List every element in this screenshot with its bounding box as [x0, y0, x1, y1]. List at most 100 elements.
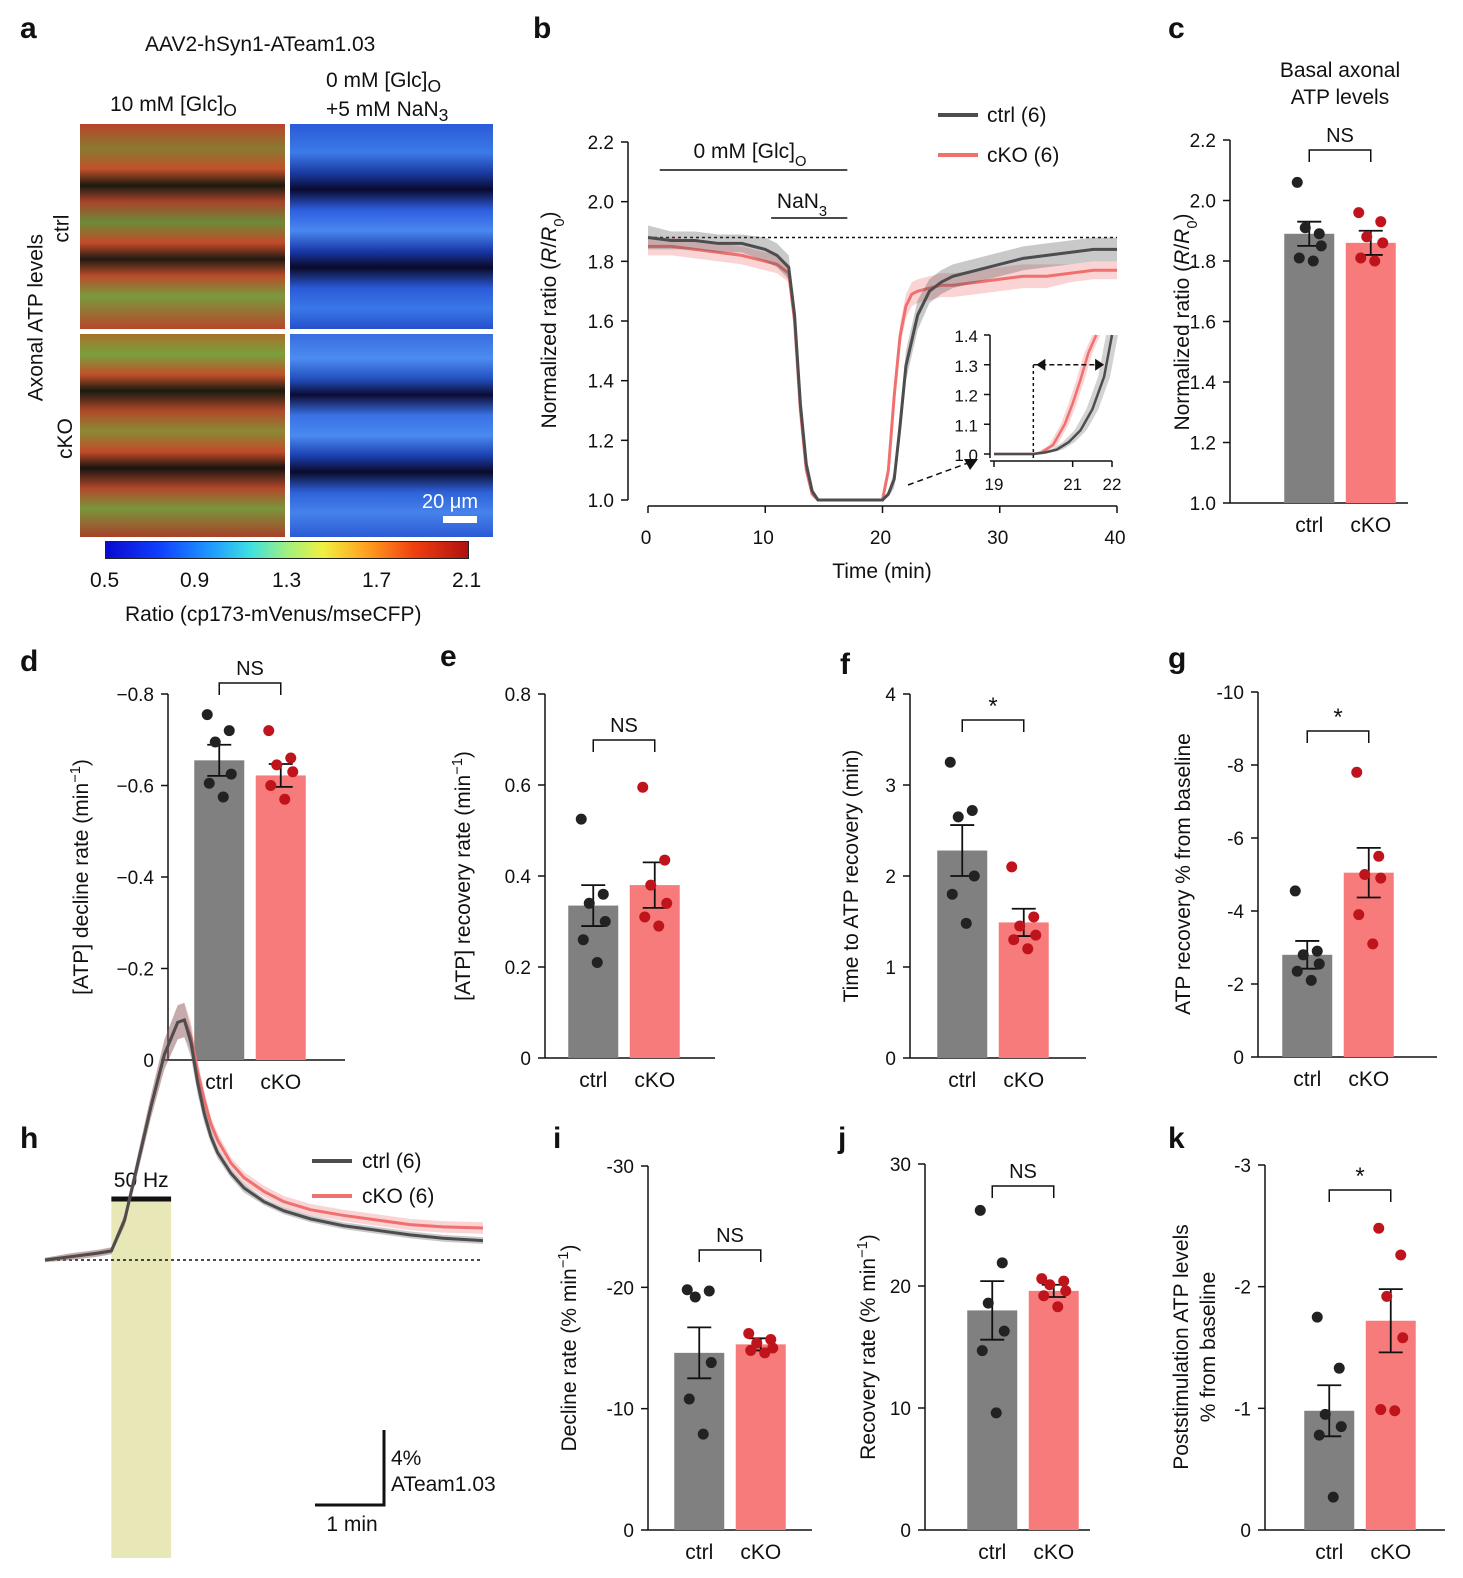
chart-e-xtick-label-cKO: cKO — [634, 1069, 675, 1092]
chart-j-ylabel-part-2: ) — [857, 1234, 880, 1241]
chart-c-point-ctrl-3 — [1315, 240, 1327, 252]
chart-c-point-ctrl-1 — [1313, 228, 1325, 240]
panel-letter-a: a — [20, 12, 37, 45]
chart-b-ytick-label-5: 2.0 — [588, 193, 614, 214]
chart-d-xtick-label-ctrl: ctrl — [205, 1071, 233, 1094]
chart-f-point-cKO-1 — [1028, 911, 1040, 923]
chart-b-nan-label-part-1: 3 — [819, 204, 827, 220]
chart-b-line-ctrl — [647, 235, 1117, 502]
chart-i-bar-ctrl — [674, 1352, 725, 1530]
chart-f-bar-ctrl — [937, 850, 988, 1058]
chart-k-point-ctrl-0 — [1311, 1311, 1323, 1323]
chart-d-bar-cKO — [255, 775, 306, 1060]
inset-delta-arrow-right — [1095, 358, 1105, 371]
col1-label-text: 10 mM [Glc] — [110, 93, 224, 116]
chart-d-point-ctrl-4 — [203, 777, 215, 789]
chart-e-point-cKO-4 — [639, 911, 651, 923]
chart-j-ytick-label-2: 20 — [890, 1277, 911, 1298]
chart-k-point-ctrl-4 — [1313, 1429, 1325, 1441]
chart-f-point-cKO-2 — [1014, 920, 1026, 932]
inset-ytick-label-4: 1.4 — [954, 327, 978, 346]
chart-j-point-cKO-3 — [1060, 1285, 1072, 1297]
chart-j-point-ctrl-0 — [974, 1204, 986, 1216]
chart-b-ylabel-part-0: Normalized ratio ( — [538, 263, 561, 429]
chart-d-xtick-label-cKO: cKO — [260, 1071, 301, 1094]
chart-k-point-cKO-1 — [1395, 1249, 1407, 1261]
chart-k-point-cKO-2 — [1381, 1290, 1393, 1302]
chart-d-ylabel-part-2: ) — [70, 759, 93, 766]
chart-e-ytick-label-4: 0.8 — [505, 685, 531, 706]
chart-g-point-cKO-0 — [1351, 766, 1363, 778]
chart-c-ytick-label-6: 2.2 — [1190, 131, 1216, 152]
chart-g-point-ctrl-5 — [1305, 974, 1317, 986]
chart-g-bar-ctrl — [1282, 954, 1333, 1057]
chart-k-point-cKO-0 — [1373, 1222, 1385, 1234]
chart-b-nan-label: NaN3 — [777, 190, 827, 220]
chart-e-ylabel-part-2: ) — [452, 751, 475, 758]
chart-j-ylabel-part-0: Recovery rate (% min — [857, 1258, 880, 1460]
chart-k-point-cKO-4 — [1375, 1404, 1387, 1416]
chart-d-point-cKO-1 — [285, 752, 297, 764]
chart-j-sig-bracket — [991, 1185, 1055, 1198]
chart-e-ylabel-part-1: −1 — [450, 758, 466, 775]
chart-e-bar-cKO — [629, 885, 680, 1058]
chart-j-xtick-label-ctrl: ctrl — [978, 1541, 1006, 1564]
scale-bar — [443, 516, 477, 523]
chart-d-ylabel-part-0: [ATP] decline rate (min — [70, 783, 93, 995]
chart-c-ytick-label-5: 2.0 — [1190, 192, 1216, 213]
chart-k-xtick-label-ctrl: ctrl — [1315, 1541, 1343, 1564]
chart-c-ytick-label-0: 1.0 — [1190, 494, 1216, 515]
panel-letter-c: c — [1168, 12, 1185, 45]
chart-f-point-ctrl-1 — [966, 804, 978, 816]
chart-d-point-cKO-4 — [265, 780, 277, 791]
chart-d-ylabel: [ATP] decline rate (min−1) — [68, 759, 93, 995]
panel-letter-j: j — [838, 1122, 847, 1155]
chart-c-ytick-label-2: 1.4 — [1190, 373, 1217, 394]
chart-k-ytick-label-1: -1 — [1234, 1399, 1251, 1420]
chart-c-point-cKO-4 — [1355, 252, 1367, 264]
chart-k-ytick-label-2: -2 — [1234, 1278, 1251, 1299]
chart-e-point-cKO-0 — [637, 781, 649, 793]
chart-k-point-ctrl-5 — [1327, 1491, 1339, 1503]
chart-f-ytick-label-4: 4 — [885, 685, 896, 706]
chart-c-point-cKO-2 — [1361, 231, 1373, 243]
chart-f-ytick-label-2: 2 — [885, 867, 896, 888]
chart-j-point-ctrl-1 — [996, 1257, 1008, 1269]
chart-k-point-cKO-3 — [1397, 1332, 1409, 1344]
chart-b-ylabel-part-5: ) — [538, 211, 561, 218]
chart-i-point-ctrl-3 — [705, 1357, 717, 1369]
chart-i-point-ctrl-5 — [697, 1428, 709, 1440]
panel-letter-b: b — [533, 12, 552, 45]
chart-b-ytick-label-6: 2.2 — [588, 133, 614, 154]
chart-e-bar-ctrl — [568, 905, 619, 1058]
chart-e-xtick-label-ctrl: ctrl — [579, 1069, 607, 1092]
chart-i-bar-cKO — [735, 1344, 786, 1530]
chart-e-sig-bracket — [592, 739, 656, 752]
chart-b-xtick-label-3: 30 — [987, 528, 1008, 549]
chart-f-xtick-label-cKO: cKO — [1003, 1069, 1044, 1092]
chart-i-point-cKO-2 — [751, 1337, 763, 1349]
chart-c-ylabel-part-3: R — [1171, 229, 1194, 244]
chart-d-point-cKO-0 — [263, 725, 275, 737]
chart-i-point-ctrl-1 — [703, 1285, 715, 1297]
chart-b-glc-label-part-1: O — [795, 154, 806, 170]
chart-e-ytick-label-3: 0.6 — [505, 776, 531, 797]
chart-i-point-ctrl-0 — [681, 1284, 693, 1296]
chart-g-ytick-label-0: 0 — [1233, 1048, 1244, 1069]
chart-e-ytick-label-1: 0.2 — [505, 958, 531, 979]
chart-j-bar-ctrl — [967, 1310, 1018, 1530]
chart-j-point-ctrl-2 — [982, 1297, 994, 1309]
chart-d-point-ctrl-2 — [209, 736, 221, 748]
chart-j-ytick-label-0: 0 — [900, 1521, 911, 1542]
panel-letter-h: h — [20, 1122, 39, 1155]
chart-k-xtick-label-cKO: cKO — [1370, 1541, 1411, 1564]
chart-b-ytick-label-0: 1.0 — [588, 491, 614, 512]
col2-label-line2: +5 mM NaN — [326, 98, 439, 122]
inset-ytick-label-1: 1.1 — [954, 416, 978, 435]
chart-c-xtick-label-cKO: cKO — [1350, 514, 1391, 537]
chart-c-ylabel-part-4: 0 — [1185, 220, 1201, 228]
scale-bar-label: 20 μm — [422, 491, 478, 513]
inset-line-cko — [994, 334, 1098, 456]
chart-c-ytick-label-1: 1.2 — [1190, 434, 1216, 455]
